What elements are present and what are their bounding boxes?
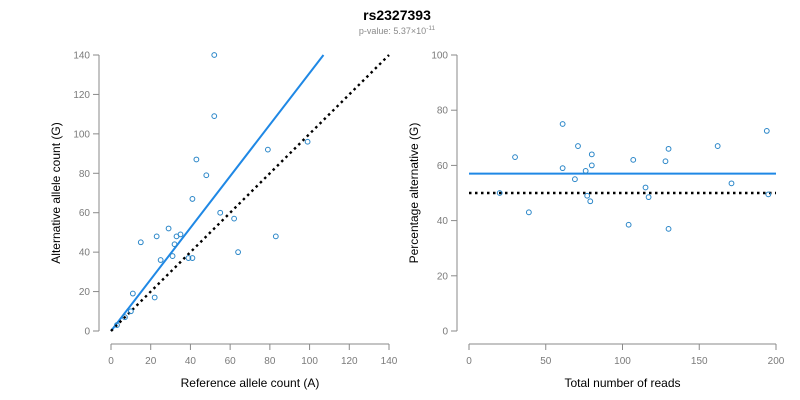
data-point (129, 290, 136, 297)
data-point (231, 215, 238, 222)
y-tick-label: 20 (79, 287, 91, 298)
data-point (211, 52, 218, 58)
data-point (625, 221, 632, 228)
x-tick-label: 140 (381, 356, 398, 367)
data-point (525, 209, 532, 216)
data-point (575, 143, 581, 149)
x-tick-label: 50 (540, 356, 552, 367)
y-tick-label: 40 (79, 248, 91, 259)
data-point (272, 233, 279, 240)
y-tick-label: 100 (431, 51, 448, 62)
scatter-panel-allele-counts: 0 20 40 60 80 100 120 140 0 20 40 60 80 100 120 140 Refe… (49, 51, 398, 391)
data-point (645, 194, 652, 201)
data-point (185, 255, 192, 261)
data-point (151, 294, 158, 301)
y-axis-label: Percentage alternative (G) (407, 123, 421, 264)
data-point (559, 165, 566, 172)
y-tick-label: 60 (79, 208, 91, 219)
data-point (559, 121, 566, 127)
y-tick-label: 20 (437, 271, 449, 282)
data-point (588, 162, 595, 169)
data-point (137, 239, 144, 246)
y-tick-label: 40 (437, 216, 449, 227)
data-point (765, 191, 772, 198)
data-point (211, 113, 218, 120)
data-point (714, 143, 721, 149)
x-tick-label: 80 (264, 356, 276, 367)
p-value-text: p-value: 5.37×10 (359, 26, 426, 36)
data-point (665, 225, 672, 232)
x-tick-label: 100 (614, 356, 631, 367)
data-point (588, 151, 595, 158)
x-tick-label: 20 (145, 356, 157, 367)
x-tick-label: 40 (185, 356, 197, 367)
x-tick-label: 100 (301, 356, 318, 367)
reference-line (110, 54, 390, 332)
data-point (630, 156, 637, 163)
data-point (189, 255, 196, 261)
x-tick-label: 120 (341, 356, 358, 367)
data-point (512, 154, 518, 161)
data-point (177, 231, 184, 238)
data-point (153, 233, 160, 240)
x-tick-label: 200 (768, 356, 785, 367)
y-tick-label: 120 (73, 90, 90, 101)
y-tick-label: 0 (84, 327, 90, 338)
y-tick-label: 100 (73, 129, 90, 140)
data-point (122, 314, 128, 321)
data-point (304, 138, 311, 145)
data-point (235, 249, 241, 256)
x-tick-label: 150 (691, 356, 708, 367)
data-point (763, 128, 770, 134)
data-point (203, 172, 210, 179)
data-point (165, 225, 172, 232)
chart-title: rs2327393 (363, 7, 431, 23)
data-point (728, 180, 735, 187)
x-tick-label: 0 (466, 356, 472, 367)
x-axis-label: Reference allele count (A) (181, 376, 320, 390)
data-point (582, 168, 589, 174)
p-value-exponent: -11 (426, 25, 435, 32)
data-point (587, 198, 594, 205)
data-point (189, 196, 196, 202)
data-point (264, 146, 271, 153)
y-tick-label: 80 (437, 106, 449, 117)
data-point (171, 241, 178, 248)
data-point (127, 308, 134, 315)
scatter-panel-percentage: 0 20 40 60 80 100 0 50 100 150 200 Total number of … (407, 51, 785, 391)
data-point (169, 253, 176, 259)
data-point (665, 145, 672, 152)
data-point (193, 156, 200, 163)
y-axis-label: Alternative allele count (G) (49, 122, 63, 263)
fit-line (110, 54, 325, 332)
data-point (662, 158, 669, 165)
chart-subtitle: p-value: 5.37×10-11 (359, 25, 436, 36)
x-tick-label: 60 (225, 356, 237, 367)
data-point (496, 190, 503, 196)
data-point (217, 209, 224, 216)
data-point (642, 184, 649, 191)
data-point (572, 176, 578, 183)
y-tick-label: 140 (73, 51, 90, 62)
y-tick-label: 60 (437, 161, 449, 172)
y-tick-label: 0 (442, 327, 448, 338)
y-tick-label: 80 (79, 169, 91, 180)
data-point (157, 257, 164, 263)
x-tick-label: 0 (108, 356, 114, 367)
data-point (584, 192, 591, 199)
data-point (114, 322, 120, 328)
x-axis-label: Total number of reads (564, 376, 680, 390)
